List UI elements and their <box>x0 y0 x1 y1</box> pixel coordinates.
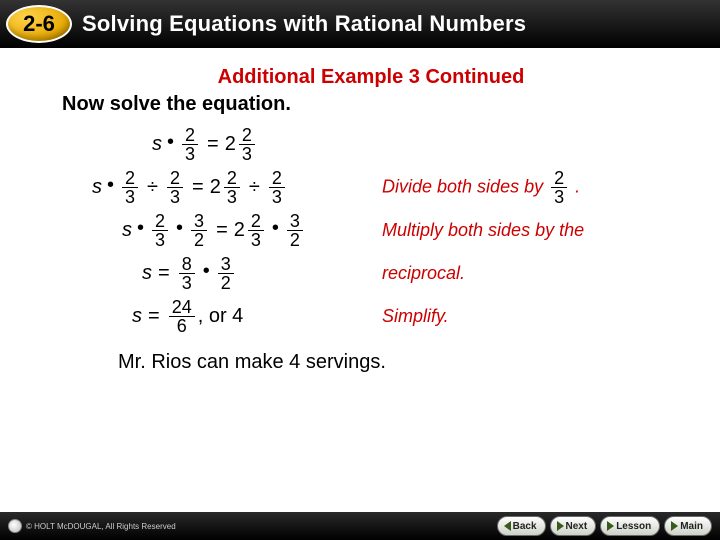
lesson-label: Lesson <box>616 521 651 532</box>
work-area: s • 23 = 2 23 s • 23 ÷ 23 = 2 23 ÷ 23 Di… <box>62 126 680 335</box>
equation-line-1: s • 23 = 2 23 <box>62 126 372 163</box>
chevron-right-icon <box>557 521 564 531</box>
instruction-text: Now solve the equation. <box>62 93 680 116</box>
note-reciprocal: reciprocal. <box>382 263 680 284</box>
back-label: Back <box>513 521 537 532</box>
main-button[interactable]: Main <box>664 516 712 536</box>
note-divide: Divide both sides by 23 . <box>382 169 680 206</box>
note-multiply: Multiply both sides by the <box>382 220 680 241</box>
copyright: © HOLT McDOUGAL, All Rights Reserved <box>8 519 176 533</box>
answer-text: Mr. Rios can make 4 servings. <box>62 351 680 374</box>
equation-line-3: s • 23 • 32 = 2 23 • 32 <box>62 212 372 249</box>
footer-bar: © HOLT McDOUGAL, All Rights Reserved Bac… <box>0 512 720 540</box>
example-title: Additional Example 3 Continued <box>62 66 680 89</box>
main-label: Main <box>680 521 703 532</box>
back-button[interactable]: Back <box>497 516 546 536</box>
next-button[interactable]: Next <box>550 516 597 536</box>
chevron-right-icon <box>607 521 614 531</box>
chevron-left-icon <box>504 521 511 531</box>
equation-line-5: s = 246 , or 4 <box>62 298 372 335</box>
chevron-right-icon <box>671 521 678 531</box>
slide-content: Additional Example 3 Continued Now solve… <box>0 48 720 374</box>
copyright-text: © HOLT McDOUGAL, All Rights Reserved <box>26 522 176 531</box>
equation-line-2: s • 23 ÷ 23 = 2 23 ÷ 23 <box>62 169 372 206</box>
lesson-title: Solving Equations with Rational Numbers <box>82 11 526 37</box>
note-simplify: Simplify. <box>382 306 680 327</box>
next-label: Next <box>566 521 588 532</box>
lesson-button[interactable]: Lesson <box>600 516 660 536</box>
nav-buttons: Back Next Lesson Main <box>497 516 712 536</box>
slide-header: 2-6 Solving Equations with Rational Numb… <box>0 0 720 48</box>
equation-line-4: s = 83 • 32 <box>62 255 372 292</box>
lesson-badge: 2-6 <box>6 5 72 43</box>
publisher-logo-icon <box>8 519 22 533</box>
